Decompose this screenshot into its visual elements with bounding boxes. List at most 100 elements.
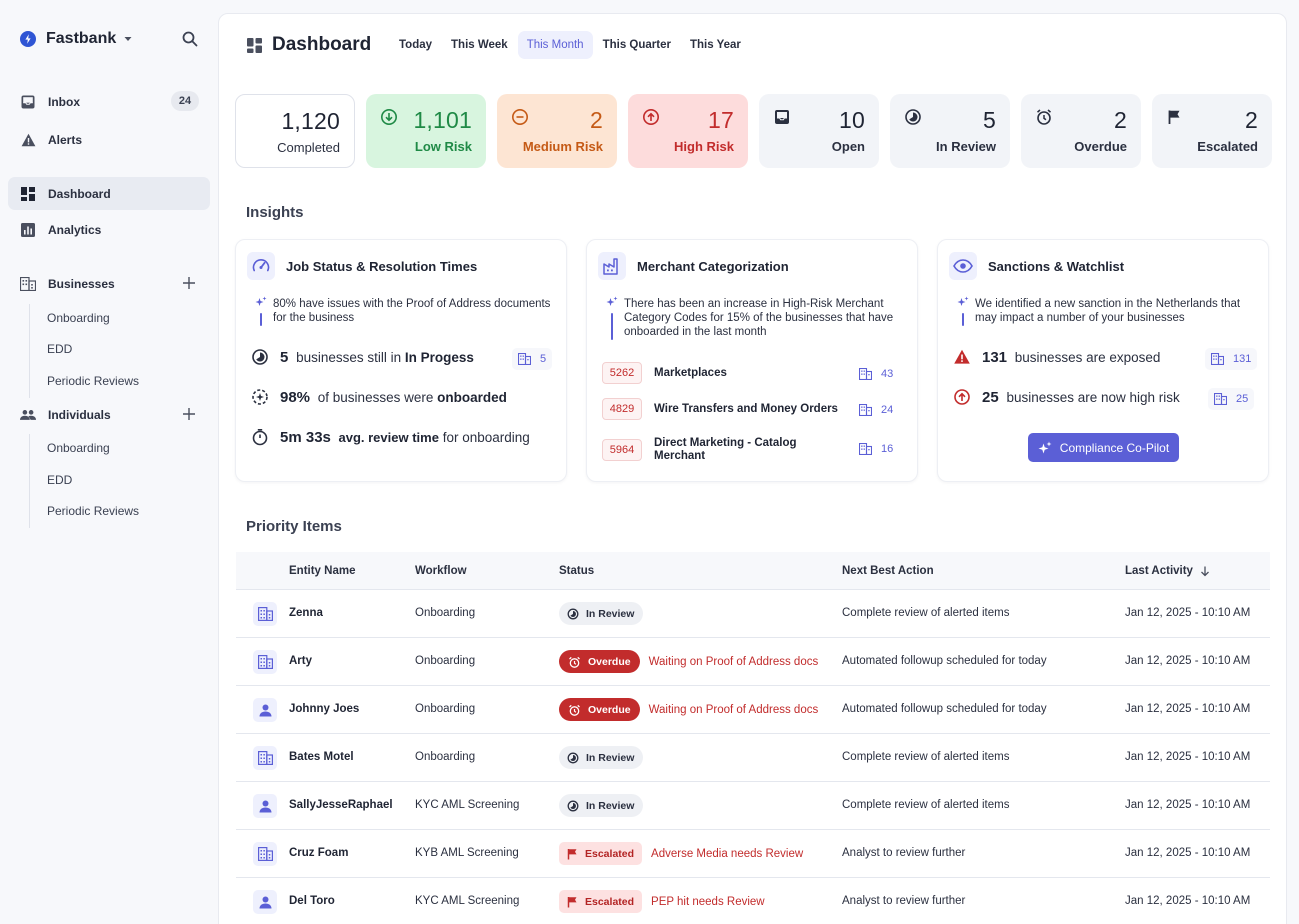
nav-dashboard[interactable]: Dashboard bbox=[8, 177, 210, 210]
workflow: KYC AML Screening bbox=[415, 895, 520, 907]
high-risk-businesses-link[interactable]: 25 bbox=[1208, 388, 1255, 410]
table-row[interactable]: Johnny Joes Onboarding Overdue Waiting on P… bbox=[236, 686, 1270, 734]
businesses-edd-link[interactable]: EDD bbox=[47, 342, 73, 356]
building-icon bbox=[253, 650, 277, 674]
status-badge: Escalated bbox=[559, 842, 643, 865]
table-row[interactable]: Del Toro KYC AML Screening Escalated PEP hi… bbox=[236, 878, 1270, 924]
col-workflow[interactable]: Workflow bbox=[415, 565, 467, 577]
status-badge: In Review bbox=[559, 794, 644, 817]
dashboard-icon bbox=[247, 37, 262, 53]
mcc-row[interactable]: 5964 Direct Marketing - Catalog Merchant bbox=[602, 437, 814, 463]
nav-alerts-label: Alerts bbox=[48, 132, 83, 147]
kpi-in-review[interactable]: 5 In Review bbox=[890, 94, 1010, 168]
entity-name[interactable]: Del Toro bbox=[289, 895, 335, 907]
nav-analytics[interactable]: Analytics bbox=[8, 213, 210, 246]
status-label: Escalated bbox=[585, 895, 635, 908]
individuals-periodic-reviews-link[interactable]: Periodic Reviews bbox=[47, 504, 140, 518]
nav-businesses[interactable]: Businesses bbox=[8, 267, 210, 300]
kpi-escalated[interactable]: 2 Escalated bbox=[1152, 94, 1272, 168]
high-risk-link-count: 25 bbox=[1236, 393, 1249, 405]
table-row[interactable]: SallyJesseRaphael KYC AML Screening In Rev… bbox=[236, 782, 1270, 830]
brand-switcher[interactable]: Fastbank bbox=[20, 28, 132, 50]
mcc-count: 43 bbox=[881, 368, 894, 380]
job-status-card: Job Status & Resolution Times 80% have i… bbox=[235, 239, 567, 482]
entity-name[interactable]: Zenna bbox=[289, 607, 323, 619]
tab-this-week[interactable]: This Week bbox=[451, 39, 508, 51]
person-icon bbox=[253, 890, 277, 914]
table-row[interactable]: Cruz Foam KYB AML Screening Escalated Adver… bbox=[236, 830, 1270, 878]
building-icon bbox=[1214, 393, 1227, 405]
kpi-low-risk[interactable]: 1,101 Low Risk bbox=[366, 94, 486, 168]
kpi-open-label: Open bbox=[831, 139, 865, 154]
entity-name[interactable]: SallyJesseRaphael bbox=[289, 799, 393, 811]
flag-icon bbox=[567, 896, 577, 907]
insights-heading: Insights bbox=[246, 204, 304, 221]
businesses-periodic-reviews-link[interactable]: Periodic Reviews bbox=[47, 374, 140, 388]
caret-down-icon bbox=[124, 37, 132, 41]
status-label: In Review bbox=[586, 751, 635, 764]
in-progress-text: businesses still in bbox=[292, 349, 405, 365]
status-badge: In Review bbox=[559, 746, 644, 769]
table-row[interactable]: Zenna Onboarding In Review Complete review … bbox=[236, 590, 1270, 638]
eye-icon bbox=[949, 252, 977, 280]
mcc-row[interactable]: 4829 Wire Transfers and Money Orders bbox=[602, 398, 844, 420]
building-icon bbox=[859, 443, 872, 455]
entity-name[interactable]: Arty bbox=[289, 655, 313, 667]
sanctions-watchlist-card: Sanctions & Watchlist We identified a ne… bbox=[937, 239, 1269, 482]
kpi-overdue-value: 2 bbox=[1114, 107, 1127, 133]
nav-inbox[interactable]: Inbox 24 bbox=[8, 85, 210, 118]
individuals-onboarding-link[interactable]: Onboarding bbox=[47, 441, 110, 455]
mcc-code: 5964 bbox=[602, 439, 642, 461]
kpi-high-risk-label: High Risk bbox=[674, 139, 734, 154]
kpi-high-risk[interactable]: 17 High Risk bbox=[628, 94, 748, 168]
mcc-businesses-link[interactable]: 16 bbox=[853, 438, 899, 460]
compliance-copilot-button[interactable]: Compliance Co-Pilot bbox=[1028, 433, 1179, 462]
exposed-stat: 131 businesses are exposed bbox=[953, 348, 1160, 366]
table-row[interactable]: Arty Onboarding Overdue Waiting on Proof of… bbox=[236, 638, 1270, 686]
mcc-businesses-link[interactable]: 24 bbox=[853, 399, 899, 421]
col-entity-name[interactable]: Entity Name bbox=[289, 565, 356, 577]
arrow-up-circle-icon bbox=[954, 389, 970, 405]
tab-this-month[interactable]: This Month bbox=[517, 31, 593, 59]
kpi-open[interactable]: 10 Open bbox=[759, 94, 879, 168]
businesses-onboarding-link[interactable]: Onboarding bbox=[47, 311, 110, 325]
review-time-text: for onboarding bbox=[438, 429, 530, 445]
job-status-insight: 80% have issues with the Proof of Addres… bbox=[255, 296, 555, 326]
nav-individuals[interactable]: Individuals bbox=[8, 398, 210, 431]
col-next-best-action[interactable]: Next Best Action bbox=[842, 565, 934, 577]
mcc-businesses-link[interactable]: 43 bbox=[853, 363, 899, 385]
add-business-plus-icon[interactable] bbox=[182, 276, 196, 290]
search-icon[interactable] bbox=[181, 30, 199, 48]
nav-analytics-label: Analytics bbox=[48, 222, 102, 237]
nav-alerts[interactable]: Alerts bbox=[8, 123, 210, 156]
table-row[interactable]: Bates Motel Onboarding In Review Complete r… bbox=[236, 734, 1270, 782]
bolt-logo-icon bbox=[20, 31, 36, 47]
individuals-edd-link[interactable]: EDD bbox=[47, 473, 73, 487]
sort-down-icon[interactable] bbox=[1200, 566, 1210, 577]
last-activity: Jan 12, 2025 - 10:10 AM bbox=[1125, 607, 1251, 619]
kpi-medium-risk[interactable]: 2 Medium Risk bbox=[497, 94, 617, 168]
entity-name[interactable]: Cruz Foam bbox=[289, 847, 349, 859]
entity-name[interactable]: Johnny Joes bbox=[289, 703, 360, 715]
tab-today[interactable]: Today bbox=[399, 39, 433, 51]
mcc-code: 4829 bbox=[602, 398, 642, 420]
bar-chart-icon bbox=[20, 222, 36, 238]
entity-name[interactable]: Bates Motel bbox=[289, 751, 354, 763]
job-status-insight-text: 80% have issues with the Proof of Addres… bbox=[273, 298, 551, 324]
kpi-completed[interactable]: 1,120 Completed bbox=[235, 94, 355, 168]
tab-this-quarter[interactable]: This Quarter bbox=[602, 39, 671, 51]
building-icon bbox=[518, 353, 531, 365]
col-last-activity[interactable]: Last Activity bbox=[1125, 565, 1193, 577]
building-icon bbox=[20, 276, 36, 292]
alarm-clock-icon bbox=[569, 704, 580, 716]
status-label: In Review bbox=[586, 607, 635, 620]
kpi-medium-risk-value: 2 bbox=[590, 107, 603, 133]
warning-triangle-icon bbox=[954, 349, 970, 364]
kpi-overdue[interactable]: 2 Overdue bbox=[1021, 94, 1141, 168]
col-status[interactable]: Status bbox=[559, 565, 595, 577]
tab-this-year[interactable]: This Year bbox=[689, 39, 741, 51]
add-individual-plus-icon[interactable] bbox=[182, 407, 196, 421]
in-progress-businesses-link[interactable]: 5 bbox=[512, 348, 553, 370]
exposed-businesses-link[interactable]: 131 bbox=[1205, 348, 1258, 370]
mcc-row[interactable]: 5262 Marketplaces bbox=[602, 362, 829, 384]
